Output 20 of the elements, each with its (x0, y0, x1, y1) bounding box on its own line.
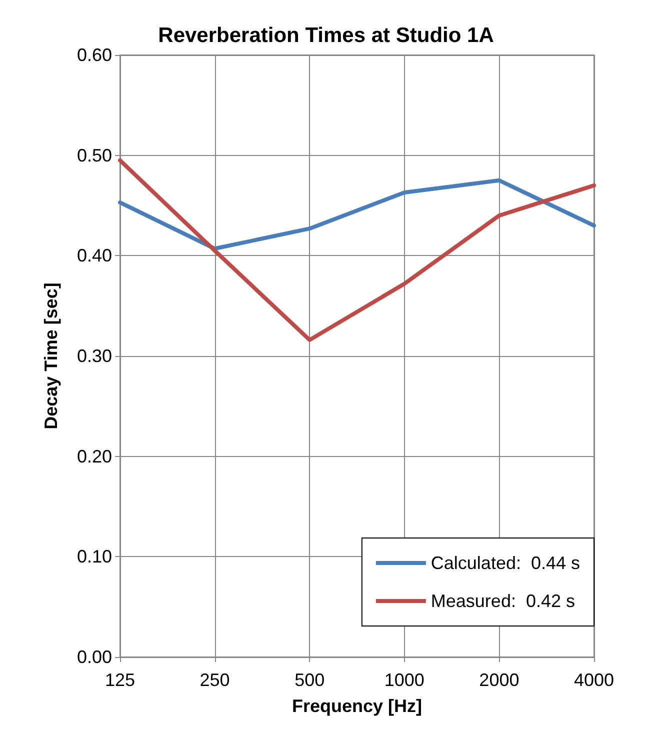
y-tick-label: 0.60 (76, 45, 112, 65)
x-tick-label: 4000 (574, 670, 614, 690)
y-tick-label: 0.50 (76, 145, 112, 166)
y-tick-label: 0.30 (76, 346, 112, 366)
x-axis-title: Frequency [Hz] (292, 696, 422, 716)
x-tick-label: 500 (294, 670, 325, 690)
x-tick-label: 2000 (479, 670, 520, 690)
chart-title: Reverberation Times at Studio 1A (158, 24, 494, 47)
x-tick-label: 1000 (384, 670, 424, 690)
legend-label: Calculated: 0.44 s (430, 553, 580, 573)
y-tick-label: 0.10 (76, 546, 112, 567)
line-series (118, 158, 596, 342)
y-tick-label: 0.20 (76, 446, 112, 466)
legend-label: Measured: 0.42 s (430, 591, 576, 611)
y-tick-label: 0.00 (76, 647, 112, 667)
x-tick-label: 125 (104, 670, 136, 690)
y-axis-title: Decay Time [sec] (41, 282, 61, 430)
y-tick-label: 0.40 (76, 246, 112, 266)
line-series (118, 178, 596, 251)
x-tick-label: 250 (200, 670, 230, 690)
